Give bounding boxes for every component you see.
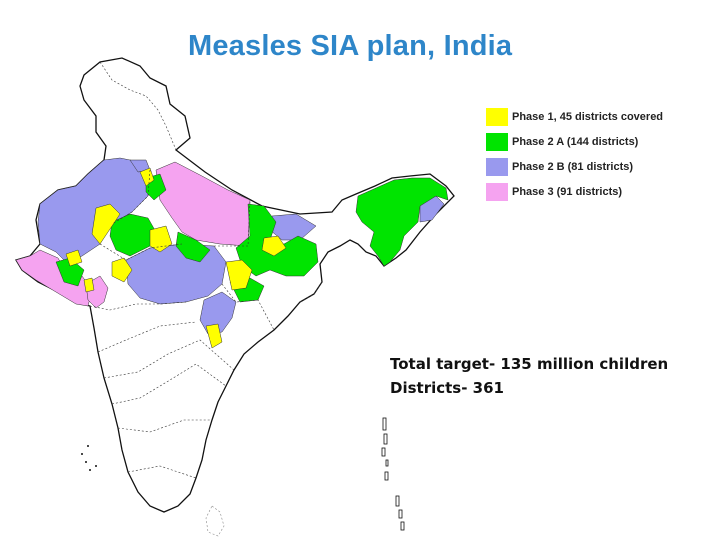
legend-label: Phase 2 B (81 districts) <box>512 160 634 173</box>
legend-swatch <box>486 157 508 176</box>
legend-swatch <box>486 107 508 126</box>
phase2b-regions <box>37 157 445 335</box>
phase1-region-gujarat <box>65 249 83 267</box>
total-target-text: Total target- 135 million children <box>390 355 669 373</box>
phase1-region-bihar <box>261 235 287 257</box>
phase2a-regions <box>55 173 449 303</box>
phase1-region-mp-south <box>111 257 133 283</box>
map-legend: Phase 1, 45 districts covered Phase 2 A … <box>486 106 663 206</box>
phase2a-region-mp <box>175 231 211 263</box>
summary-text: Total target- 135 million children Distr… <box>390 352 668 400</box>
north-region-boundary <box>99 61 177 151</box>
phase1-region-central <box>149 225 173 253</box>
lakshadweep-islands <box>81 445 97 471</box>
state-boundaries <box>89 169 323 479</box>
legend-label: Phase 2 A (144 districts) <box>512 135 639 148</box>
phase1-regions <box>65 167 287 349</box>
phase1-region-chhattisgarh <box>225 259 253 291</box>
legend-item-phase2b: Phase 2 B (81 districts) <box>486 156 663 177</box>
phase1-region-south <box>205 323 223 349</box>
phase1-region-west-small <box>83 277 95 293</box>
legend-item-phase1: Phase 1, 45 districts covered <box>486 106 663 127</box>
legend-item-phase2a: Phase 2 A (144 districts) <box>486 131 663 152</box>
legend-swatch <box>486 182 508 201</box>
legend-label: Phase 1, 45 districts covered <box>512 110 664 123</box>
phase1-region-haryana <box>139 167 155 187</box>
phase1-region-rajasthan <box>91 203 121 245</box>
phase3-region-north <box>155 161 251 247</box>
legend-label: Phase 3 (91 districts) <box>512 185 623 198</box>
legend-swatch <box>486 132 508 151</box>
districts-count-text: Districts- 361 <box>390 379 504 397</box>
phase2a-region-east <box>235 203 319 277</box>
phase2a-region-northeast <box>355 177 449 267</box>
legend-item-phase3: Phase 3 (91 districts) <box>486 181 663 202</box>
phase2b-region-south <box>199 291 237 335</box>
andaman-nicobar-islands <box>381 417 405 531</box>
sri-lanka-outline <box>205 505 225 537</box>
page-title: Measles SIA plan, India <box>188 30 513 62</box>
